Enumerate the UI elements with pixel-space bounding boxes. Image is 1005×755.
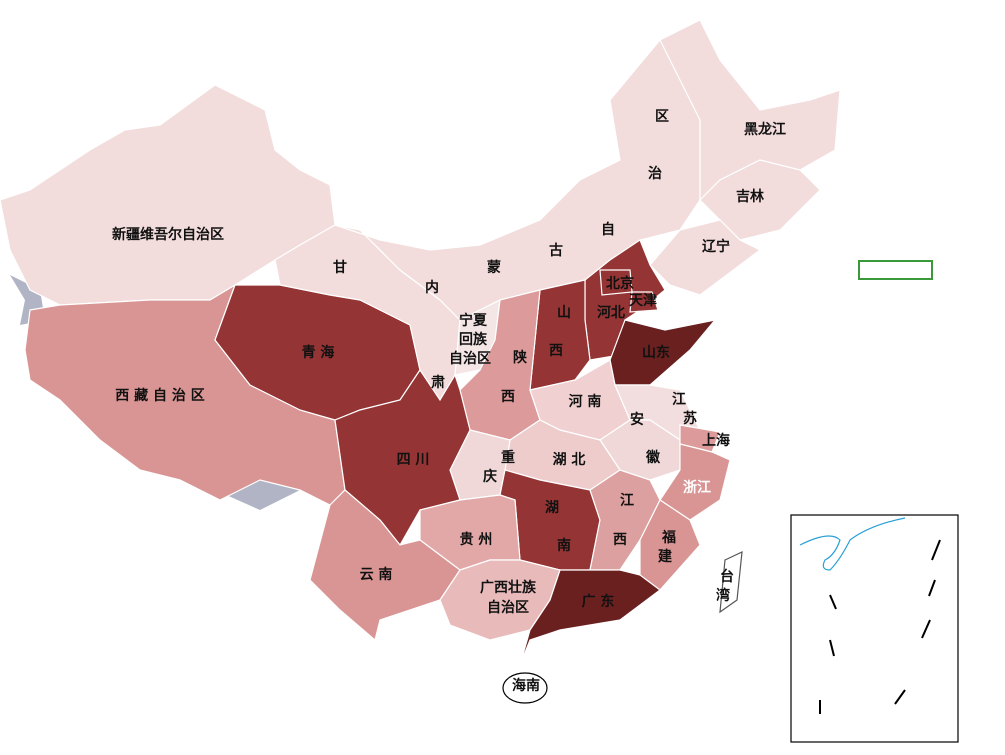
region-label: 海南 (512, 677, 540, 694)
region-label: 上海 (702, 432, 730, 449)
region-label: 广西壮族 (480, 579, 537, 596)
region-label: 自 (601, 221, 615, 238)
region-label: 甘 (333, 259, 347, 276)
region (502, 672, 548, 704)
region (659, 443, 731, 521)
region-label: 台 (720, 568, 734, 585)
region-label: 浙江 (683, 479, 711, 496)
region-label: 黑龙江 (744, 121, 786, 138)
region-label: 山东 (642, 344, 670, 361)
region-label: 北京 (606, 275, 634, 292)
region-label: 河 南 (569, 393, 602, 410)
region (649, 219, 762, 296)
region-label: 新疆维吾尔自治区 (112, 226, 224, 243)
region-label: 蒙 (487, 259, 501, 276)
region-label: 南 (557, 537, 571, 554)
region-label: 陕 (513, 349, 527, 366)
region-label: 西 (549, 343, 563, 359)
region-label: 自治区 (449, 350, 491, 367)
south-sea-inset (790, 514, 959, 743)
region-label: 青 海 (302, 344, 335, 361)
region-label: 内 (425, 279, 439, 296)
regions (0, 19, 841, 704)
region-label: 庆 (483, 468, 497, 485)
region-label: 西 藏 自 治 区 (115, 387, 205, 404)
region-label: 四 川 (397, 452, 430, 468)
selection-box (858, 260, 933, 280)
inset-frame (790, 514, 959, 743)
region-label: 西 (613, 532, 627, 548)
region-label: 江 (672, 391, 686, 408)
region-label: 江 (620, 492, 634, 509)
region-label: 古 (549, 242, 563, 259)
region-label: 重 (501, 449, 515, 466)
region-label: 福 (661, 529, 676, 546)
region (719, 551, 743, 614)
region-label: 吉林 (736, 188, 764, 205)
region-label: 湖 (545, 500, 559, 516)
region-label: 建 (658, 548, 672, 565)
coastline (799, 517, 906, 571)
region-label: 河北 (597, 304, 625, 321)
region-label: 云 南 (360, 566, 393, 583)
region-label: 徽 (645, 449, 661, 466)
region-label: 安 (630, 411, 644, 428)
region-label: 区 (655, 109, 669, 125)
region (309, 489, 461, 642)
region-label: 宁夏 (459, 312, 488, 329)
region-label: 肃 (431, 374, 445, 391)
region-label: 湾 (716, 587, 730, 604)
region-label: 辽宁 (702, 238, 730, 255)
region-label: 自治区 (487, 599, 529, 616)
region-label: 西 (501, 389, 515, 405)
region-label: 苏 (683, 410, 697, 427)
region-label: 贵 州 (460, 531, 493, 548)
region-label: 湖 北 (553, 452, 586, 468)
region-label: 天津 (629, 292, 657, 309)
region-label: 广 东 (582, 593, 615, 610)
region-label: 回族 (459, 331, 488, 348)
region-label: 治 (648, 165, 662, 182)
region (629, 291, 659, 313)
boundary-dashes (819, 539, 941, 714)
region (519, 569, 661, 666)
region-label: 山 (557, 305, 571, 321)
